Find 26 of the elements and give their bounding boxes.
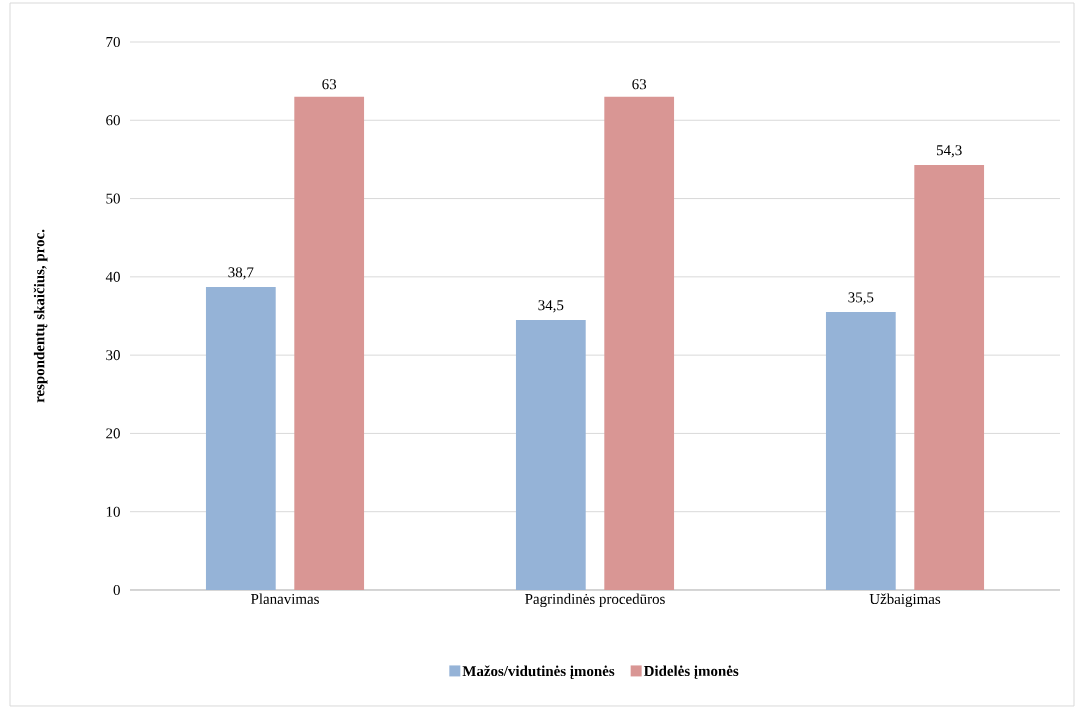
bar [515, 319, 586, 590]
y-tick-label: 20 [106, 428, 120, 439]
y-tick-label: 0 [113, 584, 120, 596]
y-tick-label: 60 [106, 115, 120, 126]
data-label: 54,3 [936, 145, 962, 158]
bar [914, 164, 985, 590]
x-tick-label: Užbaigimas [869, 593, 941, 608]
x-tick-label: Planavimas [251, 593, 319, 605]
y-tick-label: 40 [105, 271, 120, 282]
data-label: 63 [322, 79, 337, 90]
y-tick-label: 10 [106, 506, 120, 517]
bar [205, 287, 276, 590]
data-label: 34,5 [538, 300, 564, 313]
legend-label: Mažos/vidutinės įmonės [462, 665, 615, 680]
legend-label: Didelės įmonės [643, 665, 739, 680]
bar [604, 96, 675, 590]
y-tick-label: 70 [106, 36, 120, 48]
x-tick-label: Pagrindinės procedūros [525, 593, 665, 608]
data-label: 63 [632, 79, 647, 90]
bar [294, 96, 365, 590]
bar [825, 312, 896, 590]
y-tick-label: 50 [106, 193, 120, 204]
data-label: 38,7 [228, 267, 254, 280]
data-label: 35,5 [848, 292, 874, 305]
y-axis-title: respondentų skaičius, proc. [33, 229, 48, 403]
y-tick-label: 30 [106, 350, 120, 361]
